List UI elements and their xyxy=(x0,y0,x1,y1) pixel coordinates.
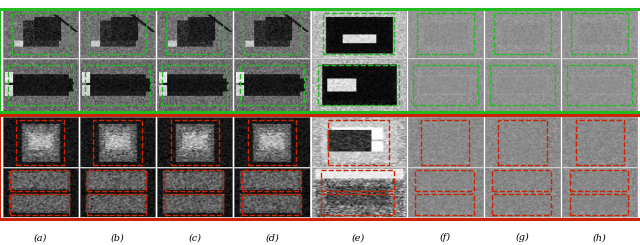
Text: (d): (d) xyxy=(265,233,279,242)
Bar xyxy=(85,65,150,105)
Bar xyxy=(323,13,394,54)
Bar xyxy=(413,65,477,105)
Bar xyxy=(163,65,227,105)
Bar xyxy=(12,13,69,54)
Bar xyxy=(321,194,394,215)
Text: (b): (b) xyxy=(111,233,124,242)
Bar xyxy=(242,194,301,215)
Bar xyxy=(570,170,628,191)
Bar xyxy=(16,120,65,165)
Bar xyxy=(575,120,624,165)
Text: (h): (h) xyxy=(593,233,607,242)
Bar xyxy=(164,194,223,215)
Bar xyxy=(171,120,219,165)
Bar xyxy=(164,170,223,191)
Bar xyxy=(248,120,296,165)
Bar xyxy=(568,65,632,105)
Bar xyxy=(421,120,469,165)
Bar xyxy=(10,194,69,215)
Bar xyxy=(239,65,305,105)
Bar xyxy=(328,120,388,165)
Bar xyxy=(10,170,69,191)
Bar xyxy=(570,194,628,215)
Text: (c): (c) xyxy=(188,233,201,242)
Bar xyxy=(243,13,301,54)
Text: (f): (f) xyxy=(440,233,451,242)
Bar xyxy=(499,120,547,165)
Bar xyxy=(87,194,146,215)
Bar xyxy=(166,13,223,54)
Bar xyxy=(492,170,551,191)
Bar xyxy=(494,13,551,54)
Bar xyxy=(417,13,474,54)
Text: (e): (e) xyxy=(352,233,365,242)
Bar xyxy=(415,170,474,191)
Bar xyxy=(8,65,72,105)
Bar xyxy=(571,13,628,54)
Bar xyxy=(492,194,551,215)
Bar xyxy=(490,65,555,105)
Bar xyxy=(87,170,146,191)
Bar xyxy=(318,65,399,105)
Bar xyxy=(321,170,394,191)
Bar xyxy=(89,13,146,54)
Text: (a): (a) xyxy=(33,233,47,242)
Text: (g): (g) xyxy=(516,233,529,242)
Bar xyxy=(415,194,474,215)
Bar xyxy=(93,120,141,165)
Bar xyxy=(242,170,301,191)
